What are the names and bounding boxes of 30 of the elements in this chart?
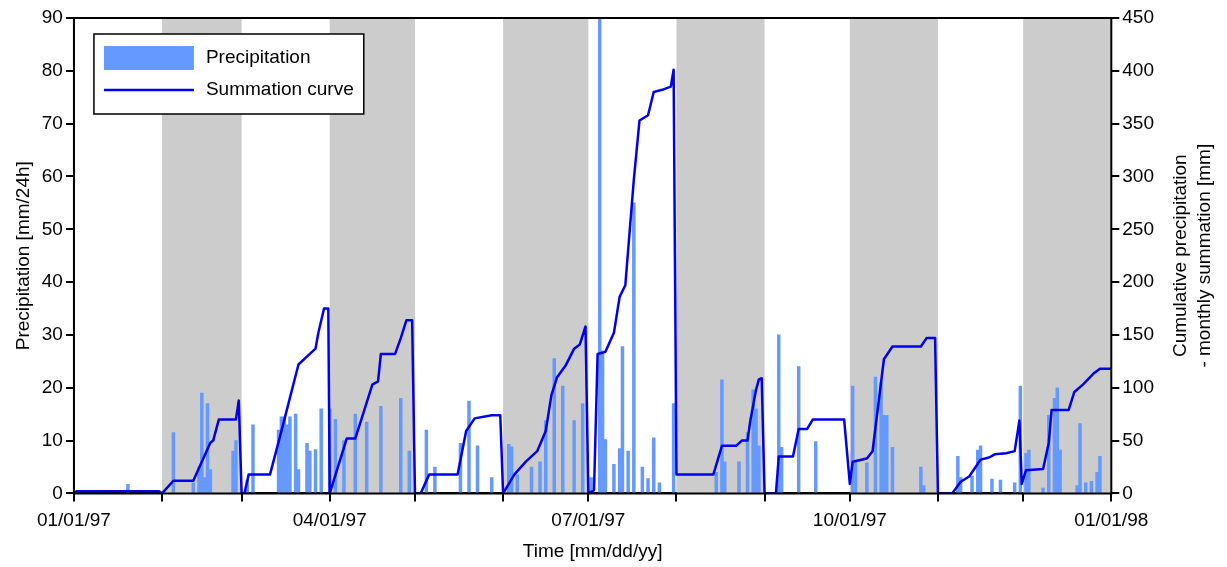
x-axis-title: Time [mm/dd/yy]	[522, 539, 663, 561]
y-tick-label: 40	[41, 270, 63, 292]
y-tick-label: 10	[41, 428, 63, 450]
y2-tick-label: 200	[1122, 270, 1154, 292]
y-tick-label: 80	[41, 59, 63, 81]
y2-tick-label: 400	[1122, 59, 1154, 81]
y-axis-title: Precipitation [mm/24h]	[11, 161, 33, 351]
y-tick-label: 50	[41, 217, 63, 239]
y-tick-label: 60	[41, 164, 63, 186]
x-tick-label: 04/01/97	[292, 509, 367, 531]
x-tick-label: 01/01/97	[36, 509, 111, 531]
y2-axis-title: Cumulative precipitation - monthly summation [mm]	[1169, 143, 1215, 368]
x-tick-label: 01/01/98	[1074, 509, 1149, 531]
y-tick-label: 30	[41, 323, 63, 345]
y-tick-label: 0	[52, 481, 63, 503]
y-tick-label: 90	[41, 6, 63, 28]
y2-tick-label: 300	[1122, 164, 1154, 186]
y2-tick-label: 0	[1122, 481, 1133, 503]
y-tick-label: 70	[41, 111, 63, 133]
y2-tick-label: 350	[1122, 111, 1154, 133]
y2-tick-label: 450	[1122, 6, 1154, 28]
y2-tick-label: 50	[1122, 428, 1144, 450]
y-tick-label: 20	[41, 375, 63, 397]
y2-tick-label: 150	[1122, 323, 1154, 345]
legend-label: Precipitation	[205, 46, 311, 68]
y2-tick-label: 100	[1122, 375, 1154, 397]
x-tick-label: 10/01/97	[812, 509, 887, 531]
y2-tick-label: 250	[1122, 217, 1154, 239]
x-tick-label: 07/01/97	[551, 509, 626, 531]
legend-label: Summation curve	[205, 78, 354, 100]
